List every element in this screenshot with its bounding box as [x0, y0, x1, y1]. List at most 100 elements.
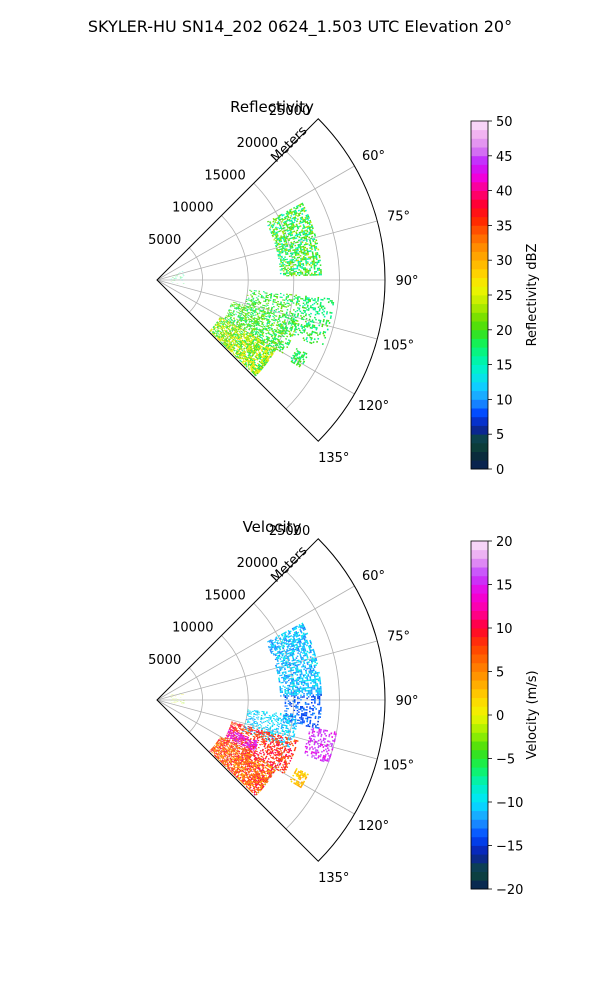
echo-cell: [273, 309, 276, 312]
echo-cell: [260, 355, 263, 358]
echo-cell: [254, 358, 257, 361]
echo-cell: [283, 314, 286, 317]
echo-cell: [240, 307, 243, 309]
echo-cell: [215, 330, 217, 333]
echo-cell: [258, 317, 261, 320]
echo-cell: [285, 682, 287, 685]
echo-cell: [230, 324, 233, 327]
echo-cell: [236, 332, 239, 335]
echo-cell: [217, 330, 219, 333]
echo-cell: [306, 304, 309, 307]
echo-cell: [290, 228, 293, 231]
echo-cell: [274, 218, 277, 221]
echo-cell: [329, 316, 332, 319]
echo-cell: [263, 364, 266, 367]
echo-cell: [235, 334, 238, 337]
echo-cell: [318, 695, 321, 698]
echo-cell: [275, 333, 278, 336]
echo-cell: [273, 328, 276, 331]
echo-cell: [289, 741, 292, 743]
echo-cell: [242, 332, 245, 335]
echo-cell: [259, 293, 262, 295]
echo-cell: [229, 324, 231, 327]
echo-cell: [235, 329, 238, 332]
echo-cell: [271, 327, 273, 330]
echo-cell: [314, 680, 317, 682]
echo-cell: [286, 302, 289, 305]
echo-cell: [295, 692, 298, 694]
echo-cell: [316, 242, 319, 245]
echo-cell: [259, 353, 262, 356]
echo-cell: [263, 717, 266, 719]
echo-cell: [301, 202, 304, 205]
echo-cell: [314, 695, 316, 698]
echo-cell: [259, 743, 262, 746]
echo-cell: [307, 703, 310, 705]
echo-cell: [286, 293, 288, 296]
echo-cell: [290, 273, 293, 275]
echo-cell: [267, 327, 270, 330]
echo-cell: [248, 353, 251, 355]
echo-cell: [308, 223, 311, 226]
echo-cell: [286, 681, 289, 683]
echo-cell: [275, 315, 278, 317]
echo-cell: [310, 666, 313, 669]
echo-cell: [296, 705, 299, 708]
echo-cell: [276, 222, 279, 225]
echo-cell: [313, 723, 316, 726]
echo-cell: [253, 305, 256, 308]
echo-cell: [273, 322, 276, 324]
echo-cell: [295, 259, 298, 262]
echo-cell: [283, 229, 286, 232]
echo-cell: [291, 217, 294, 220]
echo-cell: [309, 706, 311, 708]
echo-cell: [319, 681, 322, 683]
echo-cell: [277, 324, 280, 327]
echo-cell: [274, 232, 276, 234]
echo-cell: [305, 238, 308, 241]
echo-cell: [281, 691, 284, 693]
echo-cell: [230, 322, 233, 324]
echo-cell: [221, 328, 224, 330]
echo-cell: [225, 342, 228, 345]
echo-cell: [266, 312, 269, 315]
echo-cell: [248, 360, 251, 363]
echo-cell: [282, 264, 284, 266]
echo-cell: [285, 687, 288, 689]
echo-cell: [314, 670, 317, 673]
echo-cell: [256, 318, 259, 320]
echo-cell: [292, 333, 295, 336]
echo-cell: [315, 690, 318, 693]
echo-cell: [269, 356, 272, 359]
echo-cell: [290, 259, 293, 261]
echo-cell: [285, 236, 288, 238]
echo-cell: [320, 270, 322, 273]
echo-cell: [219, 317, 221, 320]
echo-cell: [296, 271, 299, 274]
echo-cell: [260, 316, 263, 318]
echo-cell: [263, 297, 266, 299]
echo-cell: [290, 219, 293, 222]
echo-cell: [305, 261, 308, 263]
echo-cell: [297, 703, 299, 705]
echo-cell: [315, 725, 317, 727]
echo-cell: [272, 743, 275, 745]
echo-cell: [283, 321, 286, 324]
echo-cell: [301, 688, 304, 691]
echo-cell: [245, 330, 248, 333]
echo-cell: [266, 358, 269, 361]
echo-cell: [233, 349, 236, 352]
echo-cell: [253, 361, 256, 364]
echo-cell: [293, 272, 296, 274]
echo-cell: [288, 674, 291, 676]
echo-cell: [302, 305, 304, 307]
echo-cell: [318, 256, 321, 259]
echo-cell: [267, 315, 270, 317]
echo-cell: [230, 348, 233, 351]
echo-cell: [256, 362, 259, 365]
echo-cell: [289, 300, 292, 303]
echo-cell: [248, 348, 251, 351]
echo-cell: [244, 358, 247, 361]
echo-cell: [295, 681, 298, 683]
echo-cell: [257, 356, 260, 359]
